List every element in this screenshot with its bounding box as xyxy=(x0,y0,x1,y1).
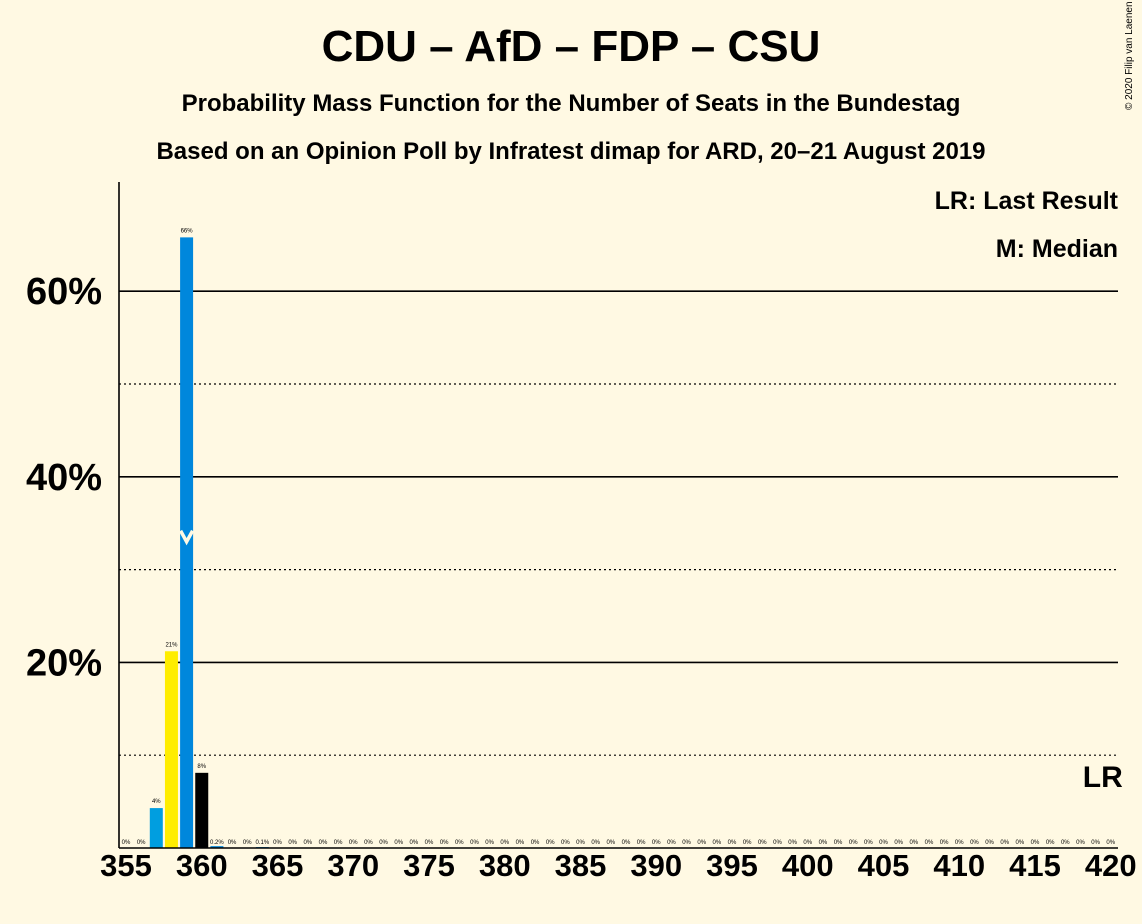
bar-value-label: 0% xyxy=(137,840,146,846)
bar-value-label: 0% xyxy=(455,840,464,846)
bar-value-label: 0% xyxy=(243,840,252,846)
bar-value-label: 21% xyxy=(165,642,178,648)
bar-value-label: 0% xyxy=(394,840,403,846)
bar-value-label: 0% xyxy=(622,840,631,846)
chart-title: CDU – AfD – FDP – CSU xyxy=(321,22,821,71)
bar-value-label: 8% xyxy=(197,764,206,770)
bar-value-label: 0% xyxy=(864,840,873,846)
bar-value-label: 0% xyxy=(743,840,752,846)
bar-value-label: 0% xyxy=(591,840,600,846)
bar-value-label: 0% xyxy=(985,840,994,846)
bar-value-label: 0% xyxy=(925,840,934,846)
bar-value-label: 0% xyxy=(576,840,585,846)
bar-value-label: 0% xyxy=(546,840,555,846)
bar-value-label: 0% xyxy=(803,840,812,846)
x-tick-label: 370 xyxy=(327,848,379,883)
x-tick-label: 365 xyxy=(252,848,304,883)
bar-value-label: 0% xyxy=(470,840,479,846)
bar-value-label: 0% xyxy=(819,840,828,846)
bar-value-label: 0% xyxy=(667,840,676,846)
bar-value-label: 0% xyxy=(228,840,237,846)
bar-value-label: 0% xyxy=(728,840,737,846)
bar-value-label: 0% xyxy=(349,840,358,846)
bar-361 xyxy=(210,846,224,848)
bar-value-label: 0% xyxy=(894,840,903,846)
bar-value-label: 0% xyxy=(652,840,661,846)
bar-value-label: 0% xyxy=(561,840,570,846)
x-tick-label: 390 xyxy=(630,848,682,883)
bar-value-label: 0% xyxy=(955,840,964,846)
bar-value-label: 0% xyxy=(1076,840,1085,846)
bar-value-label: 0% xyxy=(758,840,767,846)
bar-value-label: 0% xyxy=(319,840,328,846)
bar-value-label: 0% xyxy=(1106,840,1115,846)
x-tick-label: 405 xyxy=(858,848,910,883)
legend-last-result: LR: Last Result xyxy=(935,187,1119,215)
x-tick-label: 420 xyxy=(1085,848,1137,883)
bar-value-label: 0% xyxy=(849,840,858,846)
bar-value-label: 0% xyxy=(1016,840,1025,846)
bar-value-label: 0% xyxy=(637,840,646,846)
bar-value-label: 0% xyxy=(485,840,494,846)
bar-value-label: 66% xyxy=(181,228,194,234)
bar-value-label: 0% xyxy=(531,840,540,846)
bar-value-label: 0% xyxy=(788,840,797,846)
x-tick-label: 415 xyxy=(1009,848,1061,883)
bar-value-label: 0% xyxy=(303,840,312,846)
bar-value-label: 0% xyxy=(970,840,979,846)
bar-value-label: 0% xyxy=(1091,840,1100,846)
bar-value-label: 0% xyxy=(288,840,297,846)
bar-value-label: 0% xyxy=(834,840,843,846)
y-tick-label: 20% xyxy=(26,642,102,684)
bar-value-label: 0% xyxy=(940,840,949,846)
chart-source-subtitle: Based on an Opinion Poll by Infratest di… xyxy=(156,138,986,165)
chart-subtitle: Probability Mass Function for the Number… xyxy=(181,90,961,117)
bar-value-label: 0% xyxy=(1031,840,1040,846)
bar-value-label: 0% xyxy=(773,840,782,846)
last-result-marker: LR xyxy=(1083,761,1123,794)
bar-value-label: 0.2% xyxy=(210,840,224,846)
bar-value-label: 0% xyxy=(410,840,419,846)
bar-value-label: 0% xyxy=(606,840,615,846)
bar-value-label: 0% xyxy=(440,840,449,846)
bar-value-label: 0% xyxy=(273,840,282,846)
bar-value-label: 0% xyxy=(1000,840,1009,846)
x-tick-label: 410 xyxy=(933,848,985,883)
bar-value-label: 0% xyxy=(909,840,918,846)
bar-value-label: 0% xyxy=(516,840,525,846)
bar-value-label: 0% xyxy=(500,840,509,846)
x-tick-label: 385 xyxy=(555,848,607,883)
bar-value-label: 0.1% xyxy=(256,840,270,846)
bar-357 xyxy=(149,808,163,848)
bar-value-label: 0% xyxy=(379,840,388,846)
x-tick-label: 380 xyxy=(479,848,531,883)
legend-median: M: Median xyxy=(996,235,1118,263)
y-tick-label: 40% xyxy=(26,457,102,499)
bar-value-label: 4% xyxy=(152,799,161,805)
bar-value-label: 0% xyxy=(1061,840,1070,846)
bar-360 xyxy=(195,772,209,848)
bar-value-label: 0% xyxy=(1046,840,1055,846)
bar-value-label: 0% xyxy=(879,840,888,846)
bar-value-label: 0% xyxy=(334,840,343,846)
bar-value-label: 0% xyxy=(713,840,722,846)
x-tick-label: 360 xyxy=(176,848,228,883)
bar-358 xyxy=(164,651,178,848)
x-tick-label: 355 xyxy=(100,848,152,883)
bar-value-label: 0% xyxy=(682,840,691,846)
bar-value-label: 0% xyxy=(122,840,131,846)
bar-value-label: 0% xyxy=(425,840,434,846)
bar-value-label: 0% xyxy=(697,840,706,846)
bar-value-label: 0% xyxy=(364,840,373,846)
y-tick-label: 60% xyxy=(26,271,102,313)
x-tick-label: 395 xyxy=(706,848,758,883)
x-tick-label: 400 xyxy=(782,848,834,883)
median-marker xyxy=(179,529,195,546)
x-tick-label: 375 xyxy=(403,848,455,883)
